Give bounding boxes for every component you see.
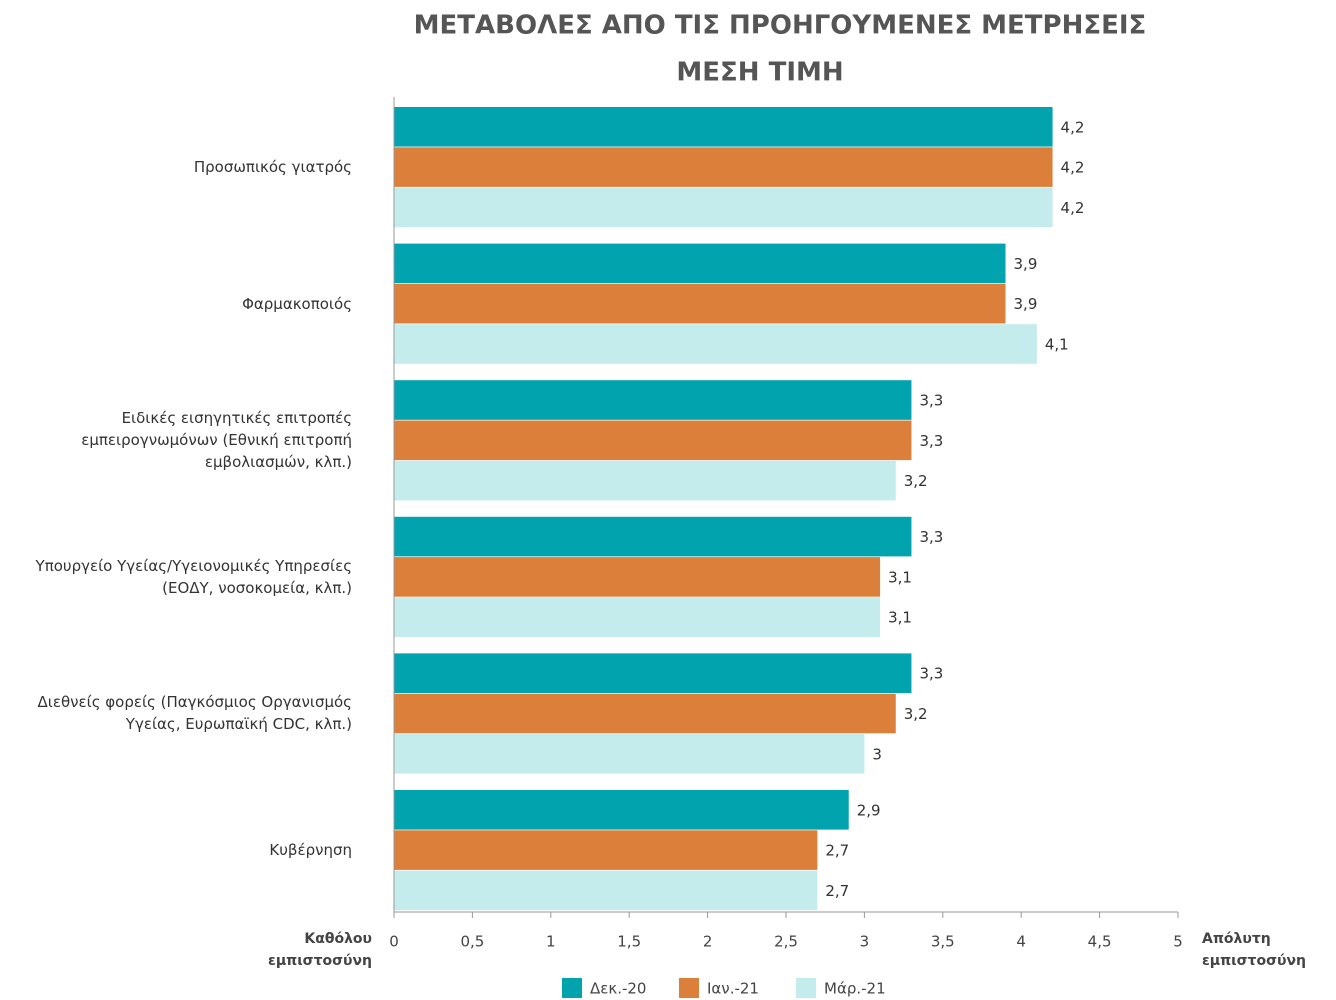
bar	[394, 107, 1053, 147]
value-label: 3,3	[919, 665, 943, 683]
value-label: 3,1	[888, 609, 912, 627]
bar	[394, 790, 849, 830]
x-tick-label: 4,5	[1088, 933, 1112, 951]
x-label-right: Απόλυτη εμπιστοσύνη	[1202, 931, 1306, 969]
bar	[394, 420, 912, 461]
category-label: Ειδικές εισηγητικές επιτροπές εμπειρογνω…	[81, 409, 352, 472]
bar	[394, 734, 865, 774]
bar	[394, 147, 1053, 187]
category-label: Υπουργείο Υγείας/Υγειονομικές Υπηρεσίες …	[35, 556, 352, 597]
legend-swatch	[796, 978, 816, 998]
legend-swatch	[679, 978, 699, 998]
bar	[394, 324, 1037, 364]
value-label: 3,9	[1014, 295, 1038, 313]
value-label: 3,3	[919, 432, 943, 450]
bar	[394, 380, 912, 420]
value-label: 4,2	[1061, 199, 1085, 217]
category-label: Προσωπικός γιατρός	[193, 158, 352, 176]
x-tick-label: 2	[703, 933, 713, 951]
bar	[394, 283, 1006, 324]
bar	[394, 187, 1053, 228]
category-label: Φαρμακοποιός	[242, 294, 352, 313]
value-label: 3,2	[904, 705, 928, 723]
bar	[394, 557, 881, 597]
bar	[394, 870, 818, 911]
legend-label: Μάρ.-21	[824, 980, 886, 998]
bar	[394, 516, 912, 557]
value-label: 2,9	[857, 801, 881, 819]
x-tick-label: 3	[860, 933, 870, 951]
legend-swatch	[562, 978, 582, 998]
value-label: 2,7	[825, 882, 849, 900]
value-label: 4,2	[1061, 118, 1085, 136]
value-label: 2,7	[825, 842, 849, 860]
value-label: 3,9	[1014, 255, 1038, 273]
x-tick-label: 5	[1173, 933, 1183, 951]
bar	[394, 460, 896, 501]
x-tick-label: 0	[389, 933, 399, 951]
bar	[394, 653, 912, 693]
bar	[394, 243, 1006, 284]
x-tick-label: 4	[1016, 933, 1026, 951]
legend-label: Ιαν.-21	[707, 980, 759, 998]
legend-label: Δεκ.-20	[590, 980, 646, 998]
chart-title: ΜΕΤΑΒΟΛΕΣ ΑΠΟ ΤΙΣ ΠΡΟΗΓΟΥΜΕΝΕΣ ΜΕΤΡΗΣΕΙΣ	[414, 11, 1147, 41]
value-label: 3,3	[919, 392, 943, 410]
value-label: 4,1	[1045, 336, 1069, 354]
value-label: 3,2	[904, 472, 928, 490]
chart-subtitle: ΜΕΣΗ ΤΙΜΗ	[676, 58, 843, 88]
x-tick-label: 1,5	[617, 933, 641, 951]
value-label: 3,1	[888, 568, 912, 586]
bar	[394, 830, 818, 870]
category-label: Κυβέρνηση	[269, 841, 352, 859]
value-label: 3	[872, 745, 882, 763]
bar	[394, 693, 896, 734]
x-tick-label: 0,5	[460, 933, 484, 951]
value-label: 4,2	[1061, 159, 1085, 177]
x-label-left: Καθόλου εμπιστοσύνη	[268, 931, 372, 969]
x-tick-label: 2,5	[774, 933, 798, 951]
bar	[394, 597, 881, 637]
value-label: 3,3	[919, 528, 943, 546]
category-label: Διεθνείς φορείς (Παγκόσμιος Οργανισμός Υ…	[37, 693, 352, 734]
x-tick-label: 1	[546, 933, 556, 951]
x-tick-label: 3,5	[931, 933, 955, 951]
